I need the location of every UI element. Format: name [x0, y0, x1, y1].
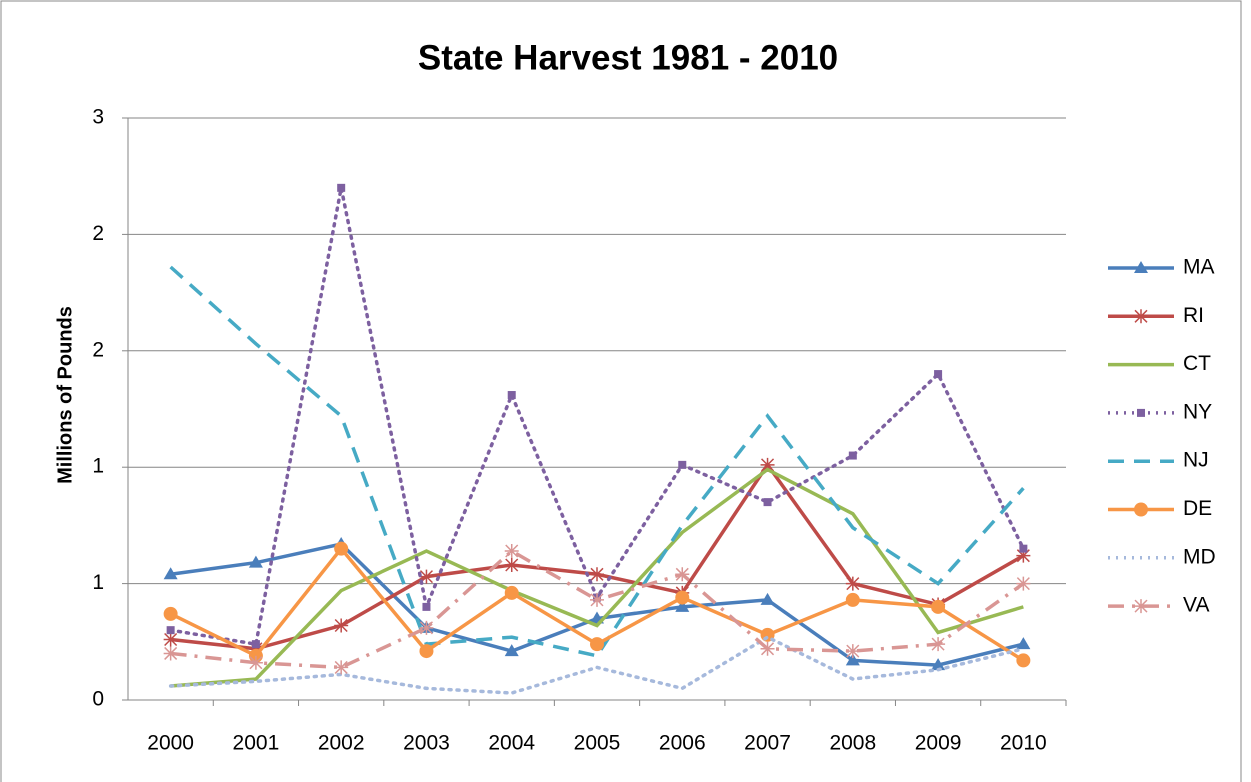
data-point — [248, 655, 263, 670]
y-tick-label: 2 — [92, 338, 104, 361]
y-tick-label: 0 — [92, 688, 104, 711]
x-tick-label: 2005 — [574, 732, 621, 755]
legend-label: VA — [1183, 594, 1209, 617]
data-point — [934, 370, 943, 379]
legend-label: DE — [1183, 497, 1212, 520]
x-tick-label: 2006 — [659, 732, 706, 755]
x-tick-label: 2001 — [233, 732, 280, 755]
data-point — [675, 567, 690, 582]
legend-marker — [1134, 309, 1148, 324]
chart-title: State Harvest 1981 - 2010 — [418, 38, 838, 77]
y-tick-label: 2 — [92, 222, 104, 245]
legend-marker — [1134, 261, 1148, 273]
data-point — [760, 592, 775, 605]
x-tick-label: 2009 — [915, 732, 962, 755]
data-point — [845, 576, 860, 591]
data-point — [248, 555, 263, 568]
data-point — [931, 658, 946, 671]
data-point — [590, 592, 604, 607]
x-tick-label: 2002 — [318, 732, 365, 755]
legend-marker — [1134, 599, 1148, 614]
series-line — [170, 467, 1024, 688]
y-tick-label: 1 — [92, 455, 104, 478]
data-point — [675, 590, 690, 605]
data-point — [760, 641, 775, 656]
series-line — [168, 635, 1026, 695]
data-point — [163, 632, 178, 647]
data-point — [504, 585, 519, 600]
data-point — [163, 567, 178, 580]
data-point — [337, 183, 346, 192]
data-point — [334, 618, 349, 633]
x-tick-label: 2004 — [488, 732, 535, 755]
data-point — [763, 498, 772, 507]
data-point — [419, 569, 434, 584]
legend-label: RI — [1183, 304, 1204, 327]
series-line — [170, 548, 1025, 670]
y-axis-label: Millions of Pounds — [54, 306, 76, 484]
data-point — [1016, 576, 1031, 591]
x-tick-label: 2007 — [744, 732, 791, 755]
data-point — [845, 644, 860, 659]
data-point — [334, 660, 349, 675]
legend-label: MD — [1183, 545, 1216, 568]
data-point — [590, 637, 604, 652]
y-tick-label: 3 — [92, 106, 104, 129]
data-point — [845, 592, 860, 607]
data-point — [590, 567, 604, 582]
data-point — [848, 451, 857, 460]
data-point — [845, 653, 860, 666]
series-line — [169, 265, 1025, 658]
y-tick-label: 1 — [92, 571, 104, 594]
data-point — [1016, 637, 1031, 650]
x-tick-label: 2008 — [829, 732, 876, 755]
data-point — [678, 460, 687, 469]
data-point — [419, 644, 434, 659]
x-tick-label: 2010 — [1000, 732, 1047, 755]
data-point — [1016, 653, 1031, 668]
data-point — [422, 602, 431, 611]
legend-label: MA — [1183, 256, 1215, 279]
legend-label: CT — [1183, 352, 1211, 375]
data-point — [675, 599, 690, 612]
legend-marker — [1137, 408, 1145, 417]
legend-marker — [1134, 502, 1148, 517]
data-point — [504, 644, 519, 657]
x-tick-label: 2000 — [147, 732, 194, 755]
data-point — [163, 646, 178, 661]
x-tick-label: 2003 — [403, 732, 450, 755]
data-point — [504, 557, 519, 572]
data-point — [163, 606, 178, 621]
data-point — [419, 620, 434, 635]
data-point — [166, 626, 175, 635]
data-point — [507, 391, 516, 400]
legend-label: NJ — [1183, 449, 1209, 472]
data-point — [504, 544, 519, 559]
data-point — [931, 599, 946, 614]
data-point — [1016, 548, 1031, 563]
data-point — [760, 457, 775, 472]
data-point — [334, 541, 349, 556]
data-point — [1019, 544, 1028, 553]
legend-label: NY — [1183, 400, 1212, 423]
data-point — [251, 640, 260, 649]
data-point — [931, 637, 946, 652]
